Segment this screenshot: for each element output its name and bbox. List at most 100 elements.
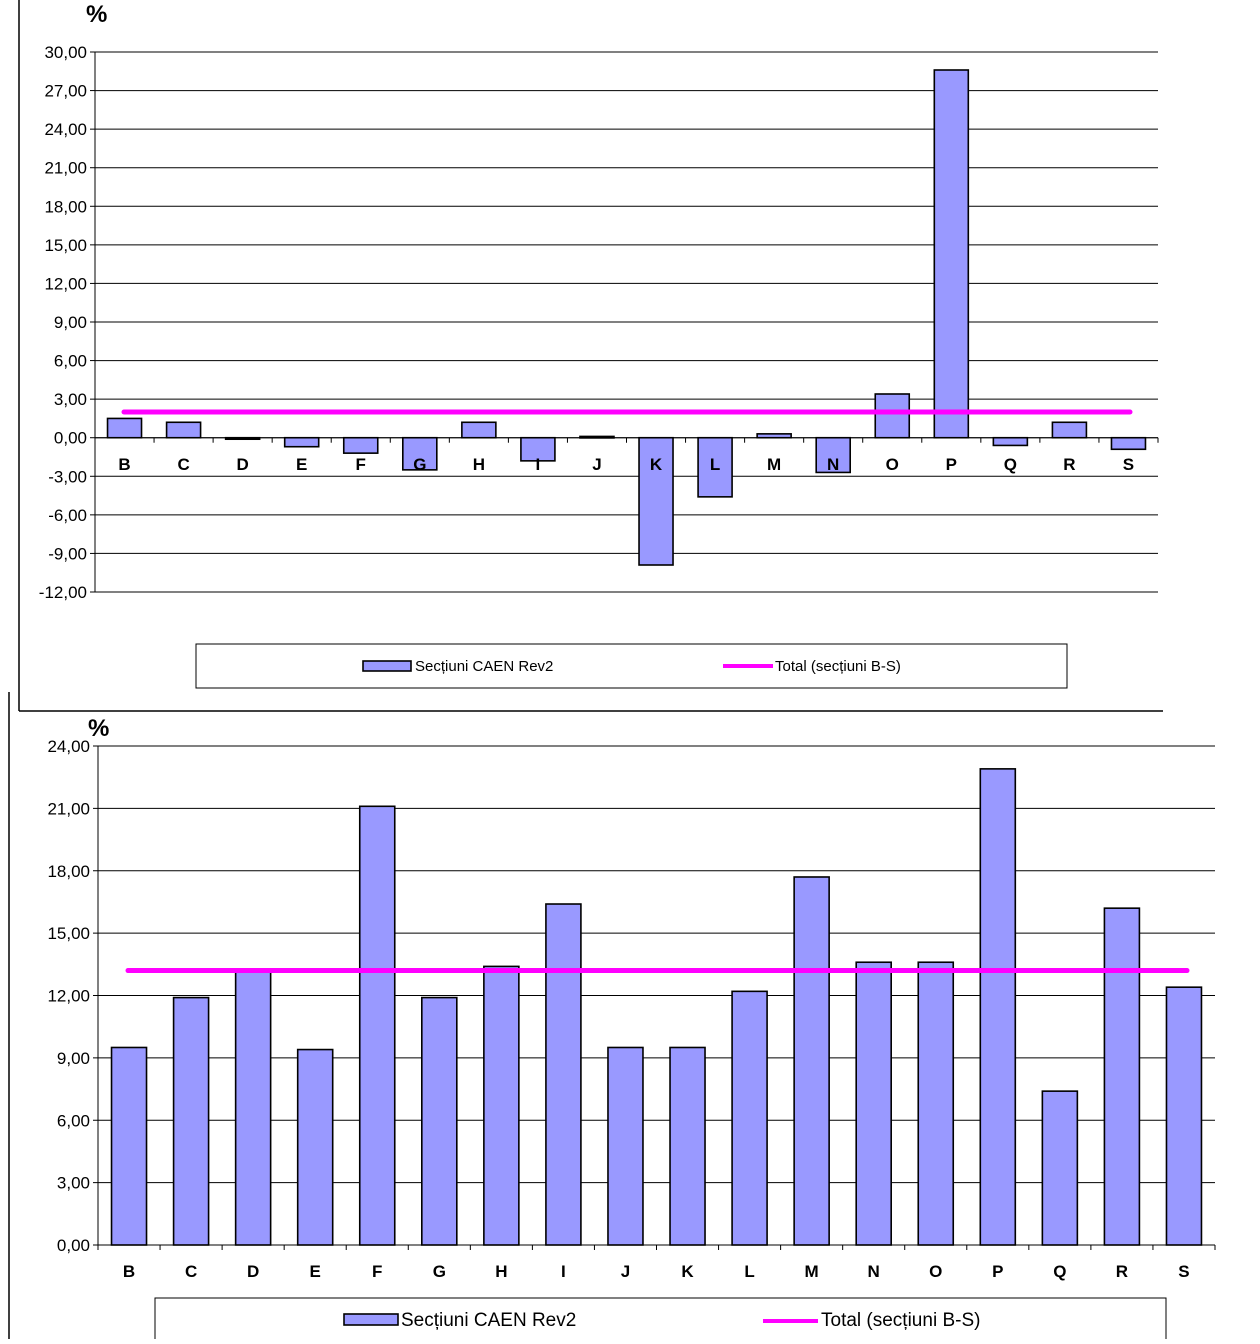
chart-2-category-label: I: [561, 1262, 566, 1281]
chart-1-y-tick-label: -12,00: [39, 583, 87, 602]
chart-1-category-label: I: [536, 455, 541, 474]
chart-1-y-tick-label: 27,00: [44, 82, 87, 101]
chart-1-y-tick-label: 12,00: [44, 274, 87, 293]
chart-2-y-tick-label: 15,00: [47, 924, 90, 943]
chart-1-legend-bar-label: Secțiuni CAEN Rev2: [415, 658, 553, 675]
chart-1-bar-R: [1051, 421, 1088, 439]
chart-2-legend-line-label: Total (secțiuni B-S): [821, 1310, 980, 1331]
chart-1-category-label: E: [296, 455, 307, 474]
chart-1-y-tick-label: 6,00: [54, 352, 87, 371]
chart-1-bar-I: [520, 436, 556, 462]
chart-1-bar-H: [461, 421, 497, 439]
chart-2-bar-S: [1165, 986, 1203, 1246]
chart-2-legend-bar-swatch: [343, 1313, 399, 1326]
chart-1-y-tick-label: 15,00: [44, 236, 87, 255]
chart-2-bar-I: [545, 903, 582, 1246]
chart-2-bar-P: [979, 768, 1017, 1246]
chart-2-category-label: O: [929, 1262, 942, 1281]
chart-2-bar-H: [483, 965, 520, 1246]
chart-1-y-tick-label: 18,00: [44, 197, 87, 216]
chart-2-category-label: D: [247, 1262, 259, 1281]
chart-1-legend-line-label: Total (secțiuni B-S): [775, 658, 901, 675]
chart-1-category-label: S: [1123, 455, 1134, 474]
chart-2-bar-B: [110, 1046, 148, 1246]
chart-2-bar-J: [607, 1046, 644, 1246]
chart-2-bar-O: [917, 961, 955, 1246]
chart-1-category-label: P: [946, 455, 957, 474]
chart-1-category-label: M: [767, 455, 781, 474]
chart-2-bar-E: [296, 1048, 334, 1246]
chart-2-bar-K: [669, 1046, 706, 1246]
chart-1-bar-M: [756, 433, 792, 439]
chart-1-y-tick-label: 21,00: [44, 159, 87, 178]
chart-1-category-label: L: [710, 455, 720, 474]
chart-2-category-label: J: [621, 1262, 630, 1281]
chart-1-bar-S: [1110, 436, 1147, 451]
chart-1-bar-O: [874, 393, 911, 439]
chart-2-category-label: F: [372, 1262, 382, 1281]
chart-2-y-tick-label: 12,00: [47, 987, 90, 1006]
chart-1-category-label: G: [413, 455, 426, 474]
chart-1-category-label: D: [236, 455, 248, 474]
chart-1-bar-N: [815, 436, 851, 474]
chart-2-category-label: Q: [1053, 1262, 1066, 1281]
chart-1-y-tick-label: 3,00: [54, 390, 87, 409]
chart-2-category-label: C: [185, 1262, 197, 1281]
chart-1-category-label: O: [886, 455, 899, 474]
chart-2-bar-M: [793, 876, 830, 1246]
chart-1-y-tick-label: -9,00: [48, 544, 87, 563]
chart-1-y-tick-label: 9,00: [54, 313, 87, 332]
chart-2-category-label: P: [992, 1262, 1003, 1281]
chart-1-category-label: K: [650, 455, 663, 474]
chart-2-y-tick-label: 3,00: [57, 1174, 90, 1193]
chart-2-bar-D: [234, 969, 272, 1246]
chart-1-category-label: Q: [1004, 455, 1017, 474]
chart-2-bar-L: [731, 990, 768, 1246]
chart-1-y-tick-label: -6,00: [48, 506, 87, 525]
chart-2-bar-N: [855, 961, 892, 1246]
chart-2-category-label: L: [744, 1262, 754, 1281]
chart-2-y-tick-label: 18,00: [47, 862, 90, 881]
chart-2-bar-G: [421, 996, 458, 1246]
chart-1-category-label: N: [827, 455, 839, 474]
chart-2-bar-F: [358, 805, 396, 1246]
chart-2-category-label: N: [868, 1262, 880, 1281]
chart-2-category-label: M: [805, 1262, 819, 1281]
chart-2-category-label: E: [310, 1262, 321, 1281]
chart-1-bar-P: [933, 69, 970, 439]
chart-2-category-label: S: [1178, 1262, 1189, 1281]
chart-1-bar-D: [224, 436, 261, 441]
chart-2-bar-R: [1103, 907, 1141, 1246]
chart-1-bar-C: [165, 421, 202, 439]
chart-1: 30,00 27,00 24,00 21,00 18,00 15,00 12,00 9,00 6…: [39, 1, 1159, 689]
chart-2-category-label: G: [433, 1262, 446, 1281]
chart-2-legend-bar-label: Secțiuni CAEN Rev2: [401, 1310, 576, 1331]
chart-1-category-label: C: [177, 455, 189, 474]
chart-2-y-tick-label: 24,00: [47, 737, 90, 756]
chart-1-y-tick-label: 30,00: [44, 43, 87, 62]
chart-2-unit-label: %: [88, 715, 109, 742]
chart-2-bar-Q: [1041, 1090, 1079, 1246]
chart-1-bar-Q: [992, 436, 1029, 447]
chart-1-legend-bar-swatch: [362, 660, 412, 672]
chart-1-category-label: H: [473, 455, 485, 474]
chart-1-bar-G: [402, 436, 438, 471]
chart-1-bar-K: [638, 436, 674, 566]
chart-2-y-tick-label: 0,00: [57, 1236, 90, 1255]
chart-1-category-label: B: [118, 455, 130, 474]
chart-1-bar-F: [342, 436, 379, 454]
chart-2-y-tick-label: 6,00: [57, 1111, 90, 1130]
chart-2: 24,00 21,00 18,00 15,00 12,00 9,00 6,00 3,00 0,0…: [47, 715, 1216, 1344]
chart-2-y-tick-label: 21,00: [47, 799, 90, 818]
chart-2-category-label: H: [495, 1262, 507, 1281]
chart-2-bar-C: [172, 996, 210, 1246]
chart-2-category-label: R: [1116, 1262, 1128, 1281]
chart-1-legend-box: [195, 643, 1068, 689]
chart-1-category-label: R: [1063, 455, 1075, 474]
chart-1-y-tick-label: 0,00: [54, 429, 87, 448]
chart-2-category-label: B: [123, 1262, 135, 1281]
chart-1-bar-J: [579, 435, 615, 439]
chart-2-y-tick-label: 9,00: [57, 1049, 90, 1068]
chart-1-category-label: F: [356, 455, 366, 474]
